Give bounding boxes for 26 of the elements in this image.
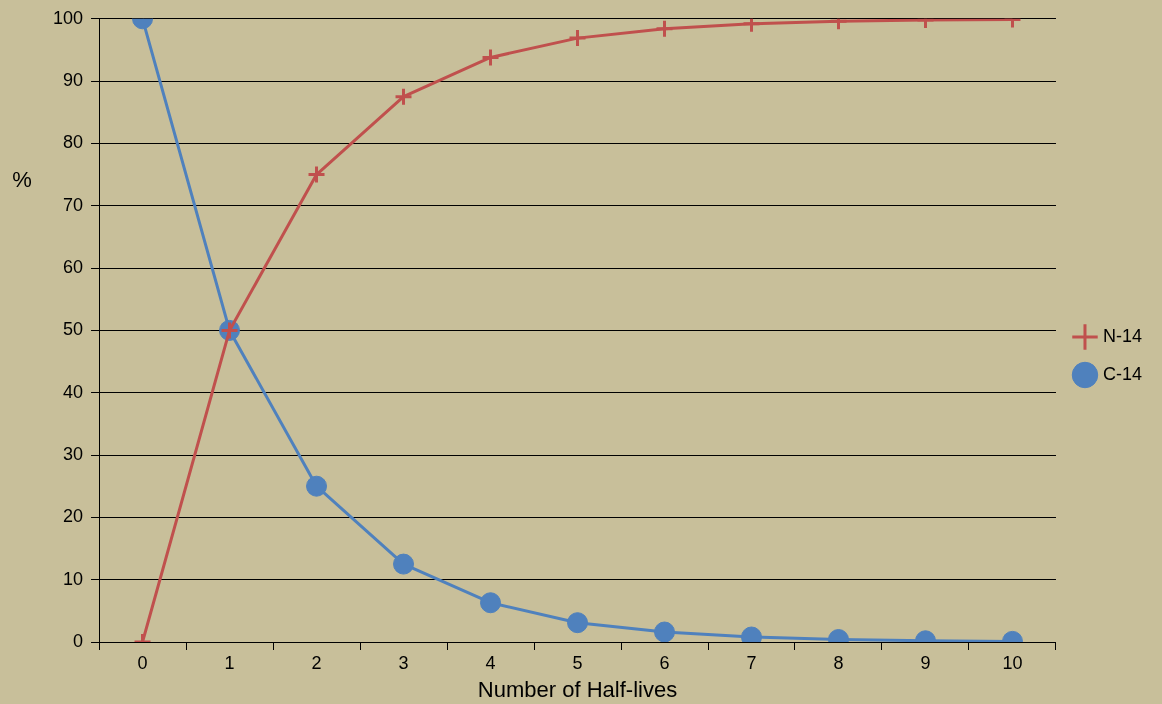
x-tick-label: 7 [746, 652, 757, 673]
x-tick-label: 2 [311, 652, 322, 673]
y-tick-label: 20 [63, 506, 84, 527]
y-tick-label: 90 [63, 70, 84, 91]
x-axis-title: Number of Half-lives [477, 676, 678, 702]
x-tick-label: 4 [485, 652, 496, 673]
y-tick-label: 70 [63, 194, 84, 215]
x-tick-label: 8 [833, 652, 844, 673]
x-tick-label: 5 [572, 652, 583, 673]
y-tick-label: 50 [63, 319, 84, 340]
x-tick-label: 10 [1002, 652, 1023, 673]
y-tick-label: 0 [73, 630, 84, 651]
y-tick-label: 10 [63, 568, 84, 589]
y-tick-label: 100 [52, 7, 84, 28]
y-axis-title: % [12, 166, 32, 192]
y-tick-label: 30 [63, 444, 84, 465]
x-tick-label: 1 [224, 652, 235, 673]
legend-label: N-14 [1102, 325, 1142, 346]
x-tick-label: 3 [398, 652, 409, 673]
y-tick-label: 40 [63, 381, 84, 402]
y-tick-label: 80 [63, 132, 84, 153]
y-tick-label: 60 [63, 257, 84, 278]
x-tick-label: 9 [920, 652, 931, 673]
legend-label: C-14 [1102, 363, 1142, 384]
x-tick-label: 6 [659, 652, 670, 673]
x-tick-label: 0 [137, 652, 148, 673]
